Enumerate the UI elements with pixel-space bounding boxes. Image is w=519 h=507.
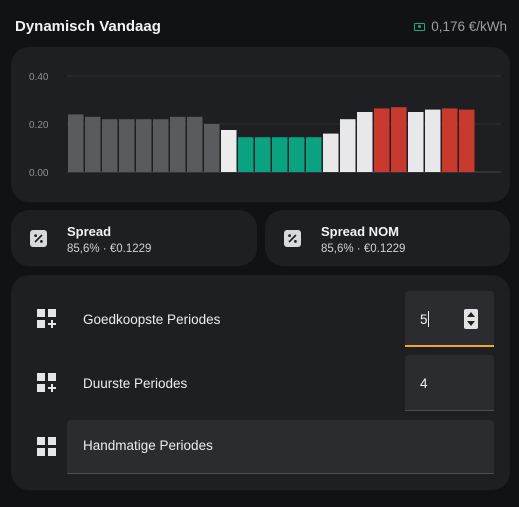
price-chart: 0.40 0.20 0.00 <box>29 72 501 179</box>
current-price-value: 0,176 €/kWh <box>431 19 507 34</box>
price-bar[interactable] <box>221 130 237 172</box>
y-tick-label: 0.20 <box>29 120 49 131</box>
spinner-up-icon[interactable] <box>467 312 475 317</box>
header: Dynamisch Vandaag 0,176 €/kWh <box>15 18 507 40</box>
spread-value: 85,6% · €0.1229 <box>67 243 152 255</box>
price-bar[interactable] <box>119 119 135 172</box>
price-bar[interactable] <box>204 124 220 172</box>
price-bar[interactable] <box>85 116 101 172</box>
current-price: 0,176 €/kWh <box>414 19 507 34</box>
cheapest-periods-value: 5 <box>420 312 428 327</box>
price-bar[interactable] <box>374 108 390 172</box>
manual-periods-label: Handmatige Periodes <box>83 438 213 453</box>
price-bar[interactable] <box>187 116 203 172</box>
price-bar[interactable] <box>170 116 186 172</box>
spread-nom-title: Spread NOM <box>321 224 400 239</box>
price-bar[interactable] <box>102 119 118 172</box>
grid-plus-icon <box>37 373 57 393</box>
price-bar[interactable] <box>136 119 152 172</box>
price-bar[interactable] <box>340 119 356 172</box>
spread-title: Spread <box>67 224 112 239</box>
price-bar[interactable] <box>272 137 288 172</box>
price-chart-card: 0.40 0.20 0.00 <box>11 47 510 202</box>
spread-nom-card[interactable]: Spread NOM 85,6% · €0.1229 <box>265 210 510 266</box>
expensive-periods-value: 4 <box>420 376 428 391</box>
number-spinner[interactable] <box>464 309 478 329</box>
text-caret <box>428 311 429 327</box>
y-tick-label: 0.00 <box>29 168 49 179</box>
cash-icon <box>414 22 426 31</box>
grid-icon <box>37 437 57 457</box>
expensive-periods-label: Duurste Periodes <box>83 376 188 391</box>
price-bar[interactable] <box>255 137 271 172</box>
price-bar[interactable] <box>323 133 339 172</box>
percent-icon <box>284 230 301 247</box>
price-bar[interactable] <box>153 119 169 172</box>
y-tick-label: 0.40 <box>29 72 49 83</box>
cheapest-periods-input[interactable]: 5 <box>405 291 494 347</box>
grid-plus-icon <box>37 309 57 329</box>
price-bar[interactable] <box>68 114 84 172</box>
page-title: Dynamisch Vandaag <box>15 18 161 35</box>
manual-periods-button[interactable]: Handmatige Periodes <box>67 420 494 474</box>
price-bar[interactable] <box>459 109 475 172</box>
price-bar[interactable] <box>289 137 305 172</box>
spread-nom-value: 85,6% · €0.1229 <box>321 243 406 255</box>
price-bar[interactable] <box>442 108 458 172</box>
price-bar[interactable] <box>391 107 407 172</box>
price-bar[interactable] <box>306 137 322 172</box>
price-bar[interactable] <box>408 112 424 172</box>
spread-card[interactable]: Spread 85,6% · €0.1229 <box>11 210 257 266</box>
price-bar[interactable] <box>238 137 254 172</box>
spinner-down-icon[interactable] <box>467 321 475 326</box>
price-bar[interactable] <box>425 109 441 172</box>
cheapest-periods-label: Goedkoopste Periodes <box>83 312 221 327</box>
percent-icon <box>30 230 47 247</box>
expensive-periods-input[interactable]: 4 <box>405 355 494 411</box>
periods-card: Goedkoopste Periodes 5 Duurste Periodes … <box>11 275 510 490</box>
price-bar[interactable] <box>357 112 373 172</box>
